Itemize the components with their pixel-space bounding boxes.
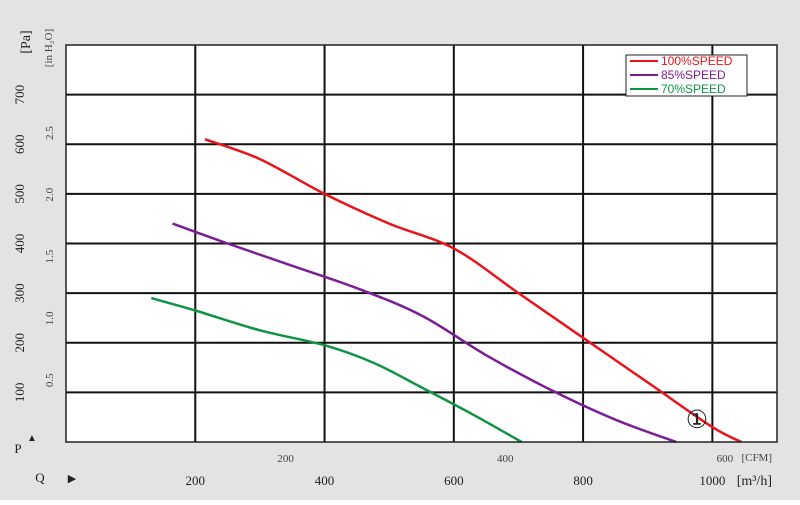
legend: 100%SPEED 85%SPEED 70%SPEED <box>625 54 748 97</box>
x-unit-m3h: [m³/h] <box>737 474 772 489</box>
performance-curves <box>150 138 742 444</box>
y-tick-label-inh2o-1.0: 1.0 <box>44 311 56 325</box>
x-tick-label-cfm-200: 200 <box>277 453 294 465</box>
plot-frame <box>65 44 778 443</box>
y-tick-label-pa-400: 400 <box>12 234 27 254</box>
y-tick-label-inh2o-2.0: 2.0 <box>44 187 56 201</box>
y-tick-label-pa-500: 500 <box>12 184 27 204</box>
curve-85-speed <box>172 222 677 444</box>
y-unit-pa: [Pa] <box>19 30 34 53</box>
x-unit-cfm: [CFM] <box>741 452 772 464</box>
curve-100-speed <box>204 138 742 444</box>
x-tick-label-m3h-1000: 1000 <box>699 473 725 488</box>
y-tick-label-pa-300: 300 <box>12 283 27 303</box>
y-tick-label-pa-100: 100 <box>12 383 27 403</box>
x-tick-label-m3h-400: 400 <box>315 473 335 488</box>
x-tick-label-m3h-800: 800 <box>573 473 593 488</box>
legend-label-100: 100%SPEED <box>661 54 733 68</box>
x-tick-label-cfm-400: 400 <box>497 453 514 465</box>
x-axis-symbol: Q <box>35 470 45 485</box>
axes: 200 400 600 800 1000 200 400 600 100 200 300 400 500… <box>12 44 778 488</box>
y-tick-label-inh2o-1.5: 1.5 <box>44 249 56 263</box>
y-unit-inh2o: [in H₂O] <box>43 29 55 67</box>
grid <box>66 45 777 442</box>
legend-label-70: 70%SPEED <box>661 82 726 96</box>
y-tick-label-inh2o-0.5: 0.5 <box>44 373 56 387</box>
curve-70-speed <box>150 296 523 444</box>
x-tick-label-cfm-600: 600 <box>717 453 734 465</box>
y-axis-symbol: P <box>14 441 21 456</box>
x-axis-arrow-icon: ▶ <box>68 473 77 485</box>
legend-label-85: 85%SPEED <box>661 68 726 82</box>
y-tick-label-pa-600: 600 <box>12 135 27 155</box>
y-tick-label-inh2o-2.5: 2.5 <box>44 126 56 140</box>
x-tick-label-m3h-600: 600 <box>444 473 464 488</box>
curve-marker-label: ① <box>686 407 708 434</box>
y-tick-label-pa-700: 700 <box>12 85 27 105</box>
y-tick-label-pa-200: 200 <box>12 333 27 353</box>
y-axis-arrow-icon: ▲ <box>27 433 37 444</box>
x-tick-label-m3h-200: 200 <box>186 473 206 488</box>
